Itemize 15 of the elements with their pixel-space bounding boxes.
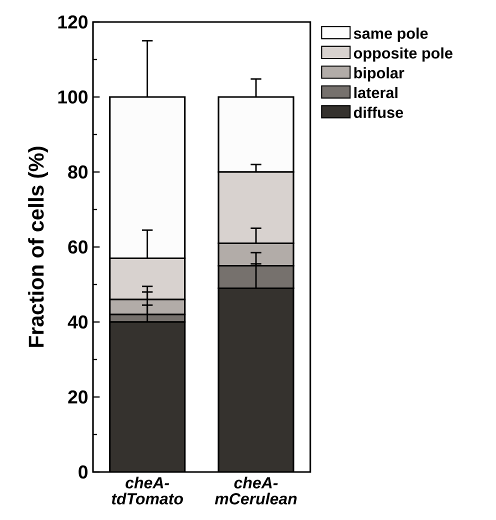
legend-label: diffuse — [354, 106, 404, 118]
x-tick-label: cheA-mCerulean — [214, 476, 297, 504]
legend-label: lateral — [354, 86, 398, 98]
y-tick-label: 0 — [78, 465, 88, 479]
y-tick-label: 120 — [58, 15, 88, 29]
legend-label: same pole — [354, 28, 428, 42]
legend-label: bipolar — [354, 67, 404, 82]
y-tick-label: 20 — [68, 390, 88, 404]
legend-label: opposite pole — [354, 47, 452, 62]
x-tick-label: cheA-tdTomato — [112, 476, 183, 504]
y-tick-label: 80 — [68, 165, 88, 179]
y-tick-label: 40 — [68, 315, 88, 329]
y-tick-label: 60 — [68, 240, 88, 254]
y-axis-title: Fraction of cells (%) — [28, 146, 48, 347]
y-tick-label: 100 — [58, 90, 88, 104]
